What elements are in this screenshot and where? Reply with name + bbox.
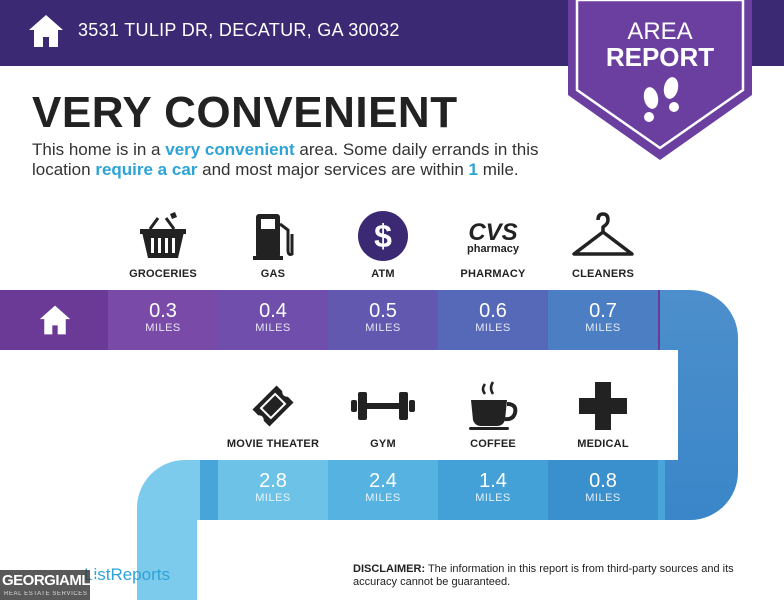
ticket-icon [252,385,294,427]
distance-value: 0.6 [479,300,507,322]
summary-highlight: require a car [95,160,198,179]
georgia-mls-name: GEORGIAMLS [2,572,100,589]
category-label: MEDICAL [577,438,629,450]
summary-text: This home is in a very convenient area. … [32,140,572,180]
gas-pump-icon [253,214,294,260]
distance-cell: 1.4 MILES [438,460,548,520]
summary-part: and most major services are within [197,160,469,179]
category-label: MOVIE THEATER [226,438,320,450]
distance-row-1: 0.3 MILES 0.4 MILES 0.5 MILES 0.6 MILES 0.7 M… [0,290,680,350]
category-label: GAS [260,268,286,280]
atm-column: $ ATM [328,210,438,280]
coffee-column: COFFEE [438,380,548,450]
distance-row-2: 2.8 MILES 2.4 MILES 1.4 MILES 0.8 MILES [0,460,680,520]
listreports-watermark: ListReports [84,565,170,584]
summary-part: mile. [478,160,519,179]
category-label: ATM [371,268,395,280]
summary-highlight: very convenient [165,140,295,159]
page-title: VERY CONVENIENT [32,88,458,137]
summary-highlight: 1 [468,160,479,179]
dumbbell-icon [351,392,415,420]
home-icon [39,305,71,335]
distance-value: 0.3 [149,300,177,322]
distance-unit: MILES [585,322,621,334]
svg-text:$: $ [374,218,392,254]
distance-unit: MILES [145,322,181,334]
gym-column: GYM [328,380,438,450]
area-report-badge: AREA REPORT [565,0,755,162]
dollar-icon: $ [358,211,408,261]
distance-unit: MILES [255,322,291,334]
cvs-pharmacy-logo: CVS pharmacy [467,219,520,255]
cleaners-column: CLEANERS [548,210,658,280]
summary-part: area. Some daily errands in this locatio… [32,140,539,179]
distance-cell: 0.4 MILES [218,290,328,350]
distance-unit: MILES [255,492,291,504]
distance-value: 2.4 [369,470,397,492]
distance-unit: MILES [585,492,621,504]
home-icon [29,15,63,47]
distance-value: 2.8 [259,470,287,492]
movie-theater-column: MOVIE THEATER [218,380,328,450]
summary-part: This home is in a [32,140,166,159]
svg-text:CVS: CVS [468,219,517,246]
disclaimer-body: The information in this report is from t… [353,563,734,588]
distance-cell: 0.5 MILES [328,290,438,350]
distance-value: 0.7 [589,300,617,322]
groceries-column: GROCERIES [108,210,218,280]
distance-unit: MILES [475,492,511,504]
home-cell [0,290,110,350]
category-label: PHARMACY [460,268,526,280]
distance-value: 0.5 [369,300,397,322]
distance-unit: MILES [475,322,511,334]
badge-line-1: AREA [627,18,693,45]
pharmacy-column: CVS pharmacy PHARMACY [438,210,548,280]
distance-cell: 0.7 MILES [548,290,658,350]
distance-cell: 0.3 MILES [108,290,218,350]
disclaimer-text: DISCLAIMER: The information in this repo… [353,563,773,589]
georgia-mls-subtitle: REAL ESTATE SERVICES [4,591,88,597]
distance-unit: MILES [365,322,401,334]
medical-cross-icon [579,382,627,430]
footprints-icon [643,77,679,122]
distance-value: 1.4 [479,470,507,492]
disclaimer-label: DISCLAIMER: [353,563,426,575]
georgia-mls-watermark: GEORGIAMLS REAL ESTATE SERVICES [0,570,100,600]
category-label: COFFEE [470,438,516,450]
distance-value: 0.8 [589,470,617,492]
category-label: GYM [370,438,396,450]
distance-cell: 0.6 MILES [438,290,548,350]
category-label: CLEANERS [571,268,635,280]
distance-unit: MILES [365,492,401,504]
property-address: 3531 TULIP DR, DECATUR, GA 30032 [78,20,400,40]
gas-column: GAS [218,210,328,280]
distance-cell: 2.8 MILES [218,460,328,520]
category-label: GROCERIES [129,268,197,280]
distance-value: 0.4 [259,300,287,322]
basket-icon [140,212,186,258]
coffee-cup-icon [469,381,518,430]
svg-text:pharmacy: pharmacy [467,243,520,255]
distance-cell: 0.8 MILES [548,460,658,520]
medical-column: MEDICAL [548,380,658,450]
badge-line-2: REPORT [605,42,715,72]
distance-cell: 2.4 MILES [328,460,438,520]
hanger-icon [572,212,634,256]
